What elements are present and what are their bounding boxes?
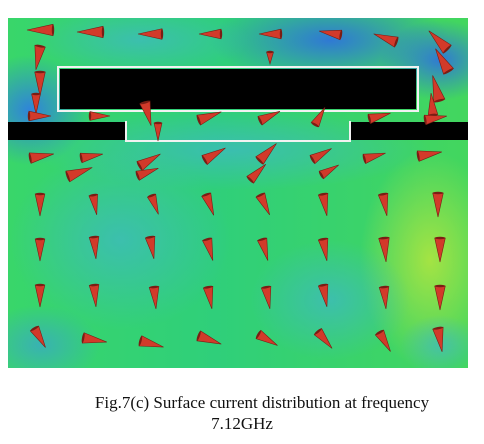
current-arrow-icon — [139, 100, 152, 126]
current-arrow-icon — [246, 163, 267, 184]
current-arrow-icon — [255, 329, 278, 346]
current-arrow-icon — [27, 110, 52, 122]
current-arrow-icon — [136, 153, 161, 172]
current-arrow-icon — [202, 237, 214, 261]
current-arrow-icon — [137, 28, 164, 40]
current-arrow-icon — [144, 235, 156, 259]
current-arrow-icon — [34, 192, 46, 217]
current-arrow-icon — [377, 192, 389, 216]
current-arrow-icon — [373, 33, 399, 48]
current-arrow-icon — [258, 28, 283, 40]
current-arrow-icon — [202, 285, 214, 309]
current-arrow-icon — [318, 164, 339, 180]
current-arrow-icon — [28, 152, 54, 164]
current-arrow-icon — [434, 284, 446, 311]
current-arrow-icon — [367, 112, 391, 124]
current-arrow-icon — [34, 283, 46, 308]
current-arrow-icon — [81, 332, 107, 344]
left-side-slot — [8, 122, 126, 140]
current-arrow-icon — [313, 327, 333, 349]
current-arrow-icon — [255, 143, 277, 165]
current-arrow-icon — [435, 48, 454, 75]
current-arrow-icon — [88, 193, 98, 215]
current-arrow-icon — [34, 70, 46, 97]
current-arrow-icon — [374, 329, 391, 352]
current-arrow-icon — [34, 44, 46, 70]
current-arrow-icon — [31, 92, 41, 115]
current-arrows — [26, 23, 454, 352]
right-side-slot — [350, 122, 468, 140]
current-arrow-icon — [146, 193, 159, 215]
current-arrow-icon — [310, 107, 326, 128]
current-arrow-icon — [432, 326, 444, 352]
current-arrow-icon — [196, 330, 222, 345]
current-arrow-icon — [434, 236, 446, 263]
caption-line-2: 7.12GHz — [211, 414, 273, 433]
current-arrow-icon — [423, 114, 447, 126]
current-arrow-icon — [153, 121, 163, 142]
current-arrow-icon — [148, 285, 160, 310]
caption-line-1: Fig.7(c) Surface current distribution at… — [94, 393, 430, 412]
current-arrow-icon — [198, 28, 223, 40]
current-arrow-icon — [432, 191, 444, 218]
figure-caption: Fig.7(c) Surface current distribution at… — [0, 392, 484, 434]
current-arrow-icon — [317, 192, 329, 216]
current-arrow-icon — [26, 23, 55, 37]
current-arrow-icon — [88, 111, 111, 121]
current-arrow-icon — [266, 50, 274, 66]
current-arrow-icon — [34, 237, 46, 262]
current-arrow-icon — [317, 283, 329, 307]
current-arrow-icon — [138, 335, 164, 348]
current-arrow-icon — [428, 30, 452, 54]
current-arrow-icon — [79, 152, 103, 164]
current-arrow-icon — [317, 237, 329, 261]
current-arrow-icon — [88, 283, 100, 308]
current-arrow-icon — [255, 192, 270, 216]
current-arrow-icon — [378, 285, 390, 310]
current-arrow-icon — [257, 111, 281, 126]
current-arrow-icon — [319, 29, 343, 41]
current-arrow-icon — [362, 152, 386, 164]
current-arrow-icon — [257, 237, 269, 261]
field-colormap — [8, 18, 468, 368]
surface-current-plot — [8, 18, 468, 368]
current-arrow-icon — [76, 25, 105, 39]
current-arrow-icon — [135, 167, 159, 181]
upper-slot — [60, 69, 416, 109]
current-arrow-icon — [416, 150, 442, 162]
current-arrow-icon — [432, 75, 446, 103]
current-arrow-icon — [309, 148, 332, 165]
current-arrow-icon — [65, 167, 93, 183]
current-arrow-icon — [201, 192, 215, 216]
current-arrow-icon — [201, 147, 226, 166]
current-arrow-icon — [196, 111, 222, 126]
current-arrow-icon — [88, 235, 100, 260]
current-arrow-icon — [29, 325, 46, 348]
current-arrow-icon — [378, 236, 390, 263]
current-arrow-icon — [260, 285, 272, 309]
